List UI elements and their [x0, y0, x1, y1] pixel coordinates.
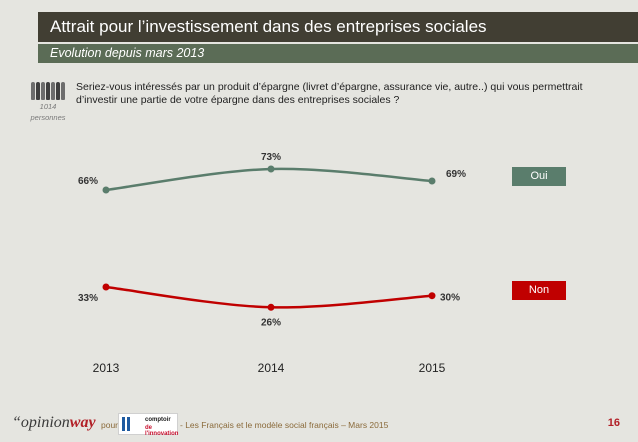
page-number: 16 — [607, 417, 620, 429]
legend-non-label: Non — [528, 284, 550, 296]
footer-caption: - Les Français et le modèle social franç… — [180, 420, 389, 430]
respondents-block: 1014 personnes — [26, 80, 70, 122]
data-label-non-2015: 30% — [440, 293, 460, 304]
point-oui-2013 — [102, 186, 110, 194]
survey-question: Seriez-vous intéressés par un produit d’… — [76, 81, 583, 106]
series-line-non — [105, 285, 433, 309]
data-label-non-2014: 26% — [261, 317, 281, 328]
partner-name-bottom: de l'innovation — [145, 425, 179, 437]
data-label-non-2013: 33% — [78, 293, 98, 304]
data-label-oui-2014: 73% — [261, 152, 281, 163]
point-oui-2015 — [428, 177, 436, 185]
legend-oui: Oui — [512, 167, 566, 186]
respondents-unit: personnes — [30, 113, 66, 122]
series-line-oui — [105, 167, 433, 192]
partner-mark-icon — [122, 417, 130, 431]
people-icon — [26, 80, 70, 100]
point-non-2014 — [267, 303, 275, 311]
x-tick-2014: 2014 — [258, 361, 285, 375]
x-tick-2015: 2015 — [419, 361, 446, 375]
data-label-oui-2013: 66% — [78, 176, 98, 187]
partner-logo: comptoir de l'innovation — [118, 413, 179, 437]
opinionway-logo: “opinionway — [12, 414, 96, 431]
respondents-count: 1014 — [39, 102, 57, 111]
footer: “opinionway pour comptoir de l'innovatio… — [0, 406, 638, 442]
x-tick-2013: 2013 — [93, 361, 120, 375]
footer-pour: pour — [101, 420, 119, 430]
partner-name-top: comptoir — [145, 417, 171, 423]
point-non-2013 — [102, 283, 110, 291]
legend-oui-label: Oui — [530, 170, 548, 182]
point-oui-2014 — [267, 165, 275, 173]
point-non-2015 — [428, 292, 436, 300]
data-label-oui-2015: 69% — [446, 169, 466, 180]
legend-non: Non — [512, 281, 566, 300]
slide-subtitle: Evolution depuis mars 2013 — [38, 44, 638, 63]
slide-title: Attrait pour l’investissement dans des e… — [38, 12, 638, 42]
